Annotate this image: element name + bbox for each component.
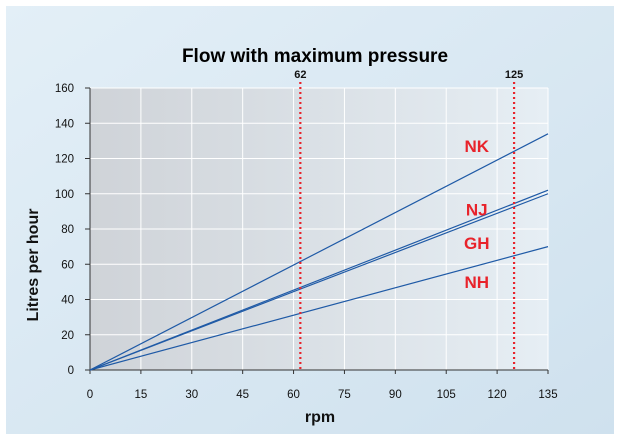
marker-label-125: 125: [505, 69, 523, 81]
series-label-nj: NJ: [466, 201, 488, 220]
x-tick-label: 60: [287, 389, 300, 401]
x-tick-label: 90: [389, 389, 402, 401]
x-tick-label: 120: [488, 389, 507, 401]
x-axis-label: rpm: [305, 409, 335, 426]
y-tick-label: 140: [55, 118, 74, 130]
grid: [90, 87, 549, 370]
y-tick-label: 0: [68, 365, 74, 377]
series: NK NJ GH NH: [89, 133, 549, 371]
axes: [85, 87, 549, 374]
x-tick-label: 15: [134, 389, 147, 401]
y-axis-label: Litres per hour: [25, 209, 42, 322]
y-tick-label: 40: [61, 295, 74, 307]
x-tick-label: 75: [338, 389, 351, 401]
series-line-nk: [89, 133, 549, 371]
chart-title: Flow with maximum pressure: [182, 46, 448, 67]
y-tick-label: 80: [61, 224, 74, 236]
x-tick-label: 30: [185, 389, 198, 401]
series-line-nh: [89, 246, 549, 371]
x-tick-label: 135: [538, 389, 557, 401]
y-tick-label: 120: [55, 154, 74, 166]
x-tick-label: 0: [87, 389, 93, 401]
series-label-nh: NH: [464, 273, 489, 292]
x-tick-label: 45: [236, 389, 249, 401]
y-tick-label: 160: [55, 83, 74, 95]
y-tick-label: 60: [61, 259, 74, 271]
y-tick-label: 100: [55, 189, 74, 201]
series-line-gh: [89, 193, 549, 371]
marker-label-62: 62: [294, 69, 306, 81]
series-label-gh: GH: [464, 234, 490, 253]
y-tick-label: 20: [61, 330, 74, 342]
tick-labels: 0 15 30 45 60 75 90 105 120 135 0 20 40 60 80 100 120 140…: [55, 83, 558, 401]
markers: 62 125: [294, 69, 523, 370]
x-tick-label: 105: [437, 389, 456, 401]
series-label-nk: NK: [464, 137, 489, 156]
